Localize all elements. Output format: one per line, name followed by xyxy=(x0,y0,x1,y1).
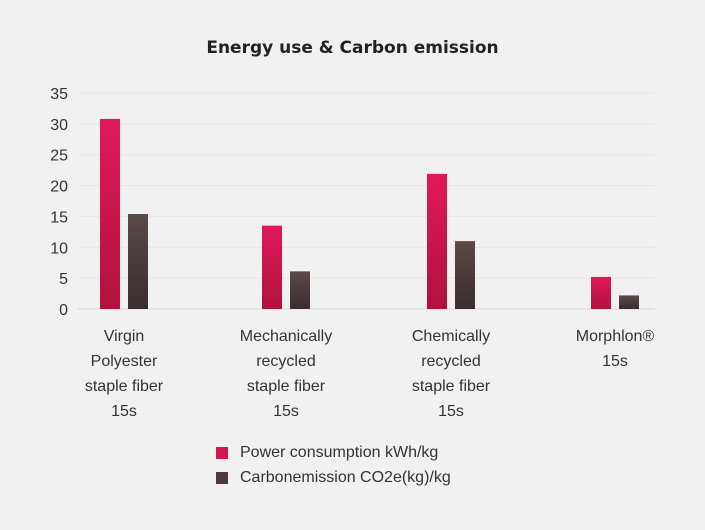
bar-carbon-emission xyxy=(290,271,310,309)
bar-power-consumption xyxy=(591,276,611,309)
x-category-label: 15s xyxy=(602,353,628,370)
x-category-label: 15s xyxy=(273,403,299,420)
x-category-label: 15s xyxy=(438,403,464,420)
x-category-label: Polyester xyxy=(91,353,158,370)
bar-power-consumption xyxy=(262,225,282,309)
legend-item-power: Power consumption kWh/kg xyxy=(216,442,451,464)
y-tick-label: 10 xyxy=(50,240,68,257)
bar-carbon-emission xyxy=(455,241,475,309)
legend: Power consumption kWh/kg Carbonemission … xyxy=(216,442,451,492)
y-tick-label: 20 xyxy=(50,179,68,196)
y-tick-label: 25 xyxy=(50,148,68,165)
legend-label-power: Power consumption kWh/kg xyxy=(240,444,439,461)
x-category-label: Virgin xyxy=(104,328,145,345)
x-category-label: staple fiber xyxy=(412,378,491,395)
x-category-label: recycled xyxy=(256,353,316,370)
bar-carbon-emission xyxy=(128,213,148,309)
y-tick-label: 5 xyxy=(59,271,68,288)
y-tick-label: 15 xyxy=(50,209,68,226)
y-tick-label: 35 xyxy=(50,86,68,103)
y-tick-label: 0 xyxy=(59,302,68,319)
bar-carbon-emission xyxy=(619,295,639,309)
x-category-label: 15s xyxy=(111,403,137,420)
x-category-label: Mechanically xyxy=(240,328,332,345)
legend-swatch-carbon xyxy=(216,472,228,484)
bar-power-consumption xyxy=(100,118,120,309)
x-category-label: Chemically xyxy=(412,328,490,345)
legend-swatch-power xyxy=(216,447,228,459)
x-category-label: staple fiber xyxy=(247,378,326,395)
legend-label-carbon: Carbonemission CO2e(kg)/kg xyxy=(240,469,451,486)
legend-item-carbon: Carbonemission CO2e(kg)/kg xyxy=(216,467,451,489)
chart-title: Energy use & Carbon emission xyxy=(206,38,499,58)
y-tick-label: 30 xyxy=(50,117,68,134)
bar-power-consumption xyxy=(427,173,447,309)
x-category-label: Morphlon® xyxy=(576,328,655,345)
x-category-label: recycled xyxy=(421,353,481,370)
x-category-label: staple fiber xyxy=(85,378,164,395)
